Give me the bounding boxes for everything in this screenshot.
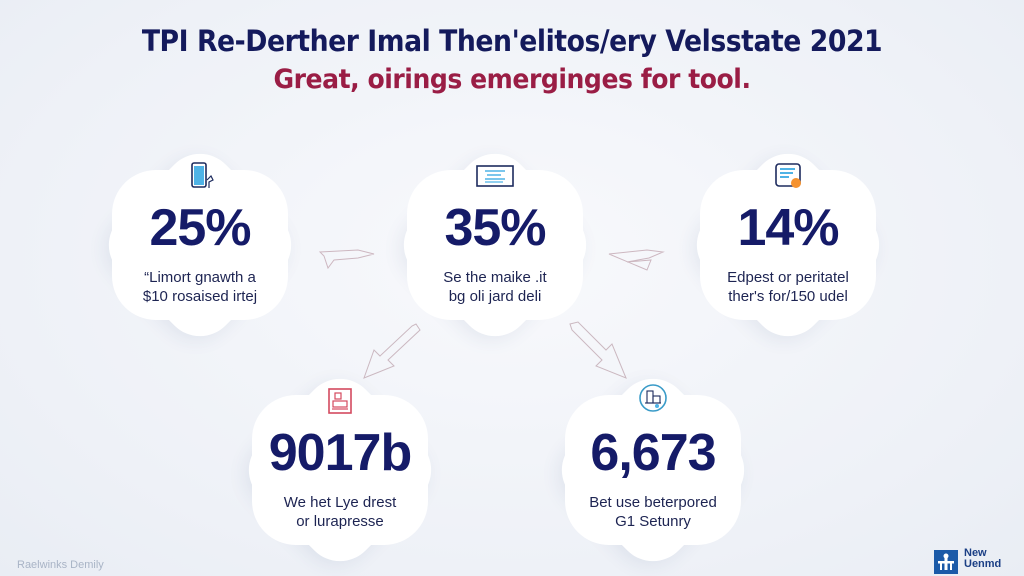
footer-credit: Raelwinks Demily [17, 559, 104, 571]
stat-value: 14% [737, 199, 839, 257]
stat-description: Se the maike .it bg oli jard deli [443, 269, 547, 305]
stat-card-3: 14% Edpest or peritatel ther's for/150 u… [681, 138, 895, 352]
building-stamp-icon [328, 388, 352, 414]
arrow-right-icon [318, 249, 375, 270]
stat-value: 9017b [268, 424, 412, 482]
stat-description: Edpest or peritatel ther's for/150 udel [727, 269, 849, 305]
stat-description: “Limort gnawth a $10 rosaised irtej [142, 269, 258, 305]
logo-mark-icon [934, 550, 958, 574]
report-badge-icon [775, 163, 801, 188]
page-subtitle: Great, oirings emerginges for tool. [273, 64, 751, 95]
stat-value: 6,673 [590, 424, 716, 482]
factory-circle-icon [639, 384, 667, 412]
stat-card-4: 9017b We het Lye drest or lurapresse [233, 363, 447, 576]
stat-description: We het Lye drest or lurapresse [283, 494, 397, 530]
stat-value: 35% [444, 199, 546, 257]
stat-value: 25% [149, 199, 251, 257]
stat-card-2: 35% Se the maike .it bg oli jard deli [388, 138, 602, 352]
stat-description: Bet use beterpored G1 Setunry [589, 494, 717, 530]
arrow-down-right-icon [569, 321, 627, 379]
arrow-down-left-icon [363, 323, 421, 379]
document-list-icon [476, 165, 514, 187]
brand-logo: New Uenmd [934, 548, 1024, 576]
page-title: TPI Re-Derther Imal Then'elitos/ery Vels… [141, 24, 883, 58]
logo-text: New Uenmd [964, 547, 1002, 570]
battery-charging-icon [191, 162, 214, 188]
stat-card-1: 25% “Limort gnawth a $10 rosaised irtej [93, 138, 307, 352]
arrow-right-icon [608, 249, 665, 271]
stat-card-5: 6,673 Bet use beterpored G1 Setunry [546, 363, 760, 576]
